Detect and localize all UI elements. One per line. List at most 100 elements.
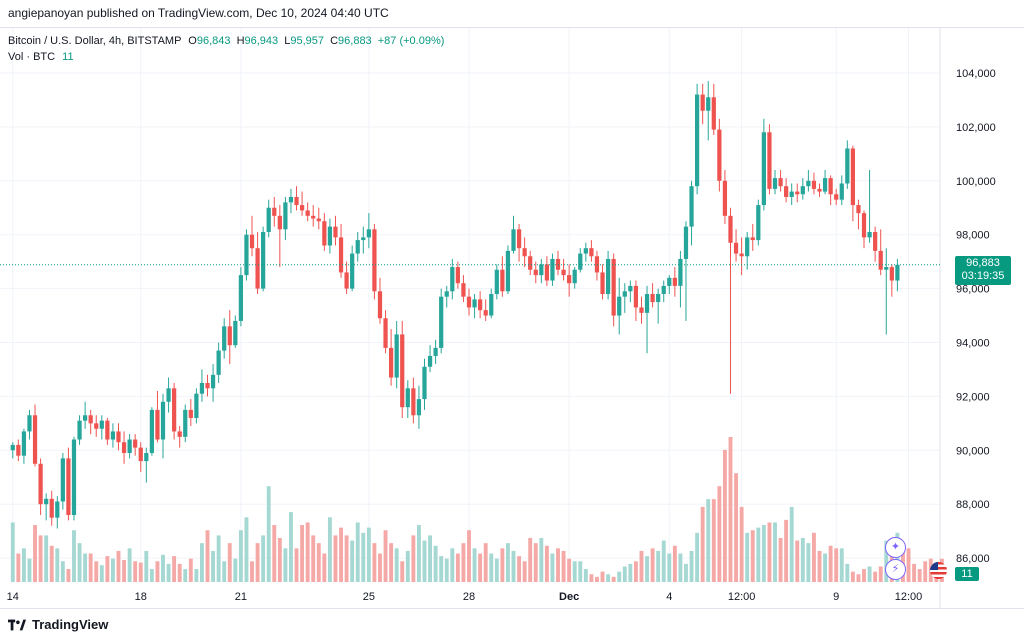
chart-frame[interactable]: 86,000 88,000 90,000 92,000 94,000 96,000 98,0… bbox=[0, 27, 1024, 609]
candle-body bbox=[494, 269, 499, 294]
volume-bar bbox=[444, 558, 449, 582]
price-tick-label: 100,000 bbox=[956, 176, 996, 188]
volume-bar bbox=[711, 499, 716, 582]
volume-bar bbox=[517, 556, 522, 582]
candle-body bbox=[483, 310, 488, 316]
volume-bar bbox=[867, 566, 872, 582]
volume-bar bbox=[767, 522, 772, 582]
candle-body bbox=[489, 293, 494, 316]
volume-bar bbox=[149, 569, 154, 582]
candle-body bbox=[884, 267, 889, 270]
volume-bar bbox=[88, 553, 93, 582]
volume-bar bbox=[238, 530, 243, 582]
candle-body bbox=[617, 296, 622, 316]
time-tick-label: 12:00 bbox=[895, 591, 923, 603]
volume-bar bbox=[689, 550, 694, 582]
candle-body bbox=[722, 180, 728, 216]
legend-l-label: L bbox=[284, 35, 291, 47]
candle-body bbox=[60, 458, 65, 502]
candle-body bbox=[32, 415, 38, 464]
volume-bar bbox=[856, 574, 861, 582]
volume-bar bbox=[544, 545, 549, 582]
volume-bar bbox=[344, 535, 349, 582]
candle-body bbox=[789, 191, 794, 197]
candle-body bbox=[344, 272, 349, 289]
volume-bar bbox=[172, 556, 177, 582]
volume-bar bbox=[183, 569, 188, 582]
volume-bar bbox=[795, 540, 800, 582]
volume-bar bbox=[305, 522, 310, 582]
volume-bar bbox=[177, 563, 182, 582]
volume-bar bbox=[628, 563, 633, 582]
candle-body bbox=[255, 248, 260, 289]
time-tick-label: 28 bbox=[463, 591, 475, 603]
candle-body bbox=[511, 229, 516, 251]
volume-bar bbox=[16, 553, 21, 582]
volume-bar bbox=[227, 543, 232, 582]
lightning-circle-icon[interactable]: ⚡ bbox=[885, 559, 906, 580]
candles bbox=[10, 81, 900, 529]
candle-body bbox=[733, 242, 739, 254]
price-chart[interactable]: 86,000 88,000 90,000 92,000 94,000 96,000 98,0… bbox=[0, 28, 1024, 608]
volume-bar bbox=[122, 559, 127, 582]
volume-bar bbox=[405, 550, 410, 582]
volume-bar bbox=[233, 558, 238, 582]
volume-bar bbox=[489, 553, 494, 582]
candle-body bbox=[739, 253, 744, 257]
volume-bar bbox=[778, 537, 783, 582]
volume-bar bbox=[161, 554, 165, 582]
footer[interactable]: TradingView bbox=[8, 617, 108, 632]
volume-bar bbox=[656, 550, 661, 582]
plus-circle-icon[interactable]: ✦ bbox=[885, 537, 906, 558]
legend-h-label: H bbox=[236, 35, 245, 47]
volume-bar bbox=[862, 569, 866, 582]
volume-bar bbox=[272, 525, 277, 582]
legend-l-value: 95,957 bbox=[290, 35, 325, 47]
candle-body bbox=[644, 293, 650, 313]
volume-bar bbox=[138, 562, 143, 582]
volume-bar bbox=[316, 543, 321, 582]
candle-body bbox=[366, 229, 371, 238]
volume-bar bbox=[300, 525, 305, 582]
volume-bar bbox=[700, 506, 705, 582]
candle-body bbox=[500, 269, 505, 292]
candle-body bbox=[628, 285, 633, 292]
volume-bar bbox=[21, 548, 26, 582]
volume-bar bbox=[155, 561, 160, 582]
candle-body bbox=[116, 431, 121, 443]
volume-bar bbox=[684, 563, 688, 582]
time-tick-label: 25 bbox=[363, 591, 375, 603]
candle-body bbox=[711, 97, 716, 130]
candle-body bbox=[850, 148, 856, 206]
volume-bar bbox=[66, 569, 71, 582]
candle-body bbox=[10, 444, 15, 451]
candle-body bbox=[845, 148, 850, 184]
volume-bar bbox=[722, 449, 727, 582]
candle-body bbox=[49, 498, 54, 518]
volume-bar bbox=[600, 571, 605, 582]
volume-bar bbox=[116, 550, 121, 582]
volume-bar bbox=[294, 548, 299, 582]
candle-body bbox=[66, 458, 71, 515]
volume-bar bbox=[611, 576, 616, 582]
volume-bar bbox=[166, 563, 171, 582]
volume-bar bbox=[49, 545, 54, 582]
volume-bar bbox=[283, 548, 288, 582]
candle-body bbox=[249, 234, 255, 249]
volume-bar bbox=[511, 550, 516, 582]
last-price-badge: 96,883 03:19:35 bbox=[955, 256, 1011, 285]
candle-body bbox=[166, 388, 171, 402]
volume-bar bbox=[127, 548, 132, 582]
volume-bar bbox=[372, 543, 377, 582]
candle-body bbox=[622, 291, 627, 297]
volume-bar bbox=[650, 548, 655, 582]
volume-bar bbox=[739, 506, 744, 582]
volume-bar bbox=[583, 569, 588, 582]
volume-bar bbox=[789, 506, 794, 582]
volume-bar bbox=[539, 537, 544, 582]
candle-body bbox=[539, 264, 544, 276]
volume-bar bbox=[756, 527, 761, 582]
us-flag-icon[interactable] bbox=[930, 562, 947, 579]
volume-bar bbox=[845, 563, 850, 582]
candle-body bbox=[700, 94, 705, 111]
